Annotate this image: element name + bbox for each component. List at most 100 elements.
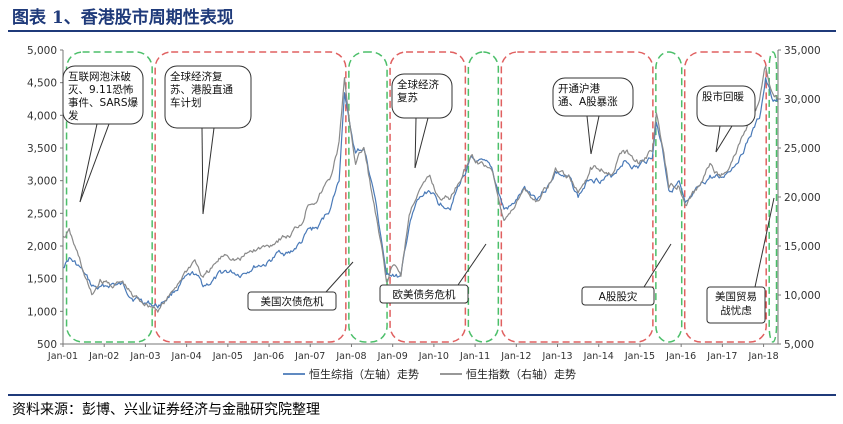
annotation-pointer xyxy=(325,261,354,293)
cycle-region-6 xyxy=(655,51,683,343)
annotation-text: 美国次债危机 xyxy=(261,295,324,308)
annotation-pointer xyxy=(643,243,672,288)
y-right-tick-label: 5,000 xyxy=(784,339,814,351)
y-left-tick-label: 4,500 xyxy=(27,78,57,90)
y-left-tick-label: 2,000 xyxy=(27,241,57,253)
annotation-pointer xyxy=(590,115,600,155)
bottom-rule xyxy=(8,394,836,396)
y-left-tick-label: 1,000 xyxy=(27,306,57,318)
y-left-tick-label: 500 xyxy=(37,339,57,351)
y-left-tick-label: 5,000 xyxy=(27,45,57,57)
annotation-box xyxy=(581,286,655,306)
annotation-pointer xyxy=(715,125,721,153)
annotation-pointer xyxy=(457,243,487,286)
x-tick-label: Jan-17 xyxy=(706,351,737,362)
x-tick-label: Jan-02 xyxy=(88,351,119,362)
annotations: 互联网泡沫破灭、9.11恐怖事件、SARS爆发全球经济复苏、港股直通车计划全球经… xyxy=(62,65,775,324)
y-left-tick-label: 1,500 xyxy=(27,274,57,286)
hk-market-cycle-chart: 500 1,000 1,500 2,000 2,500 3,000 3,500 4,000 4,… xyxy=(27,45,821,381)
cycle-region-5 xyxy=(500,51,654,343)
annotation-pointer xyxy=(79,123,110,203)
cycle-region-1 xyxy=(154,51,347,343)
annotation-text: 全球经济复 xyxy=(170,70,223,83)
x-tick-label: Jan-09 xyxy=(377,351,408,362)
x-tick-label: Jan-05 xyxy=(212,351,243,362)
cycle-region-7 xyxy=(683,51,767,343)
x-tick-label: Jan-18 xyxy=(747,351,778,362)
legend: 恒生综指（左轴）走势 恒生指数（右轴）走势 xyxy=(283,367,576,381)
annotation-pointer xyxy=(414,117,417,169)
annotation-text: 灭、9.11恐怖 xyxy=(68,83,133,96)
annotation-box xyxy=(247,291,337,311)
x-tick-label: Jan-11 xyxy=(459,351,490,362)
cycle-region-8 xyxy=(768,51,778,343)
right-axis: 5,000 10,000 15,000 20,000 25,000 30,000 35,00… xyxy=(777,45,821,351)
legend-item-0: 恒生综指（左轴）走势 xyxy=(283,367,419,381)
y-left-tick-label: 3,500 xyxy=(27,143,57,155)
annotation-pointer xyxy=(202,127,215,215)
y-right-tick-label: 10,000 xyxy=(784,290,821,302)
annotation-text: 车计划 xyxy=(170,96,202,109)
annotation-6: 欧美债务危机 xyxy=(379,243,487,304)
annotation-text: A股股灾 xyxy=(599,290,638,303)
x-tick-label: Jan-16 xyxy=(665,351,696,362)
annotation-bubble xyxy=(391,73,453,119)
x-tick-label: Jan-07 xyxy=(294,351,325,362)
annotation-box xyxy=(379,284,469,304)
annotation-text: 美国贸易 xyxy=(715,290,757,303)
series-line-hsci xyxy=(62,77,779,309)
annotation-text: 苏、港股直通 xyxy=(170,83,233,96)
annotation-pointer xyxy=(414,117,429,169)
legend-item-1: 恒生指数（右轴）走势 xyxy=(440,367,576,381)
figure-title: 图表 1、香港股市周期性表现 xyxy=(12,8,234,28)
annotation-text: 股市回暖 xyxy=(702,90,744,103)
x-tick-label: Jan-10 xyxy=(418,351,449,362)
x-tick-label: Jan-04 xyxy=(171,351,202,362)
annotation-text: 全球经济 xyxy=(397,78,439,91)
cycle-region-0 xyxy=(65,51,153,343)
x-axis: Jan-01 Jan-02 Jan-03 Jan-04 Jan-05 Jan-06 Jan-… xyxy=(47,343,779,362)
legend-label: 恒生综指（左轴）走势 xyxy=(309,367,419,381)
y-right-tick-label: 30,000 xyxy=(784,94,821,106)
y-left-tick-label: 4,000 xyxy=(27,110,57,122)
source-note: 资料来源：彭博、兴业证券经济与金融研究院整理 xyxy=(12,402,320,418)
annotation-text: 发 xyxy=(68,109,79,122)
annotation-5: 美国次债危机 xyxy=(247,261,354,311)
y-right-tick-label: 15,000 xyxy=(784,241,821,253)
annotation-bubble xyxy=(62,65,144,125)
y-left-tick-label: 3,000 xyxy=(27,176,57,188)
x-tick-label: Jan-06 xyxy=(253,351,284,362)
x-tick-label: Jan-08 xyxy=(335,351,366,362)
annotation-text: 复苏 xyxy=(397,91,418,104)
annotation-text: 通、A股暴涨 xyxy=(558,96,618,108)
left-axis: 500 1,000 1,500 2,000 2,500 3,000 3,500 4,000 4,… xyxy=(27,45,64,351)
series-layer xyxy=(62,65,779,313)
y-left-tick-label: 2,500 xyxy=(27,208,57,220)
annotation-text: 欧美债务危机 xyxy=(393,288,456,301)
annotation-pointer xyxy=(586,115,592,155)
cycle-regions xyxy=(65,51,778,343)
y-right-tick-label: 20,000 xyxy=(784,192,821,204)
annotation-bubble xyxy=(696,85,756,127)
x-tick-label: Jan-13 xyxy=(541,351,572,362)
title-rule xyxy=(8,30,836,32)
annotation-text: 战忧虑 xyxy=(720,304,752,317)
annotation-text: 事件、SARS爆 xyxy=(68,96,139,109)
x-tick-label: Jan-12 xyxy=(500,351,531,362)
annotation-pointer xyxy=(754,197,775,288)
x-tick-label: Jan-03 xyxy=(129,351,160,362)
annotation-4: 股市回暖 xyxy=(696,85,756,153)
annotation-bubble xyxy=(164,65,252,129)
x-tick-label: Jan-15 xyxy=(624,351,655,362)
annotation-pointer xyxy=(79,123,98,203)
annotation-box xyxy=(706,286,766,324)
annotation-7: A股股灾 xyxy=(581,243,672,306)
series-line-hsi xyxy=(62,65,779,313)
x-tick-label: Jan-01 xyxy=(47,351,78,362)
annotation-pointer xyxy=(201,127,204,215)
